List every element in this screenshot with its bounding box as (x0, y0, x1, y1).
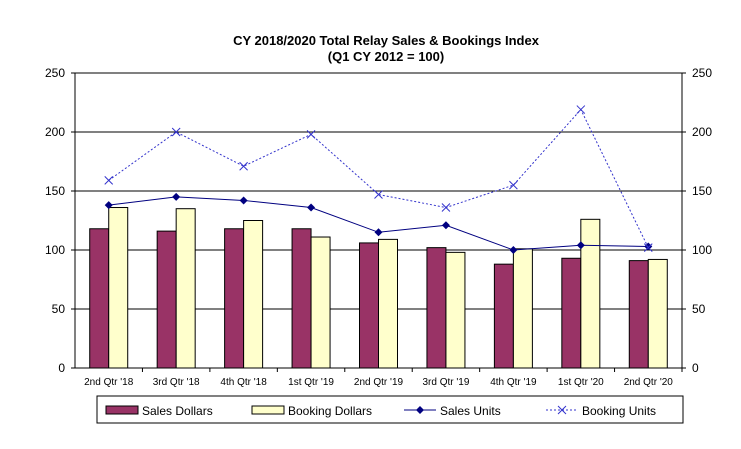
bar-sales-dollars (426, 247, 447, 369)
point-diamond (239, 196, 248, 205)
point-diamond (104, 201, 113, 210)
point-x (374, 190, 383, 199)
bar-booking-dollars (580, 218, 601, 369)
bar-sales-dollars (359, 242, 379, 369)
y-tick-label: 50 (52, 302, 66, 316)
point-x (643, 243, 653, 252)
x-tick-label: 2nd Qtr '20 (624, 377, 674, 388)
x-tick-label: 3rd Qtr '18 (153, 377, 200, 388)
bar-booking-dollars (175, 208, 196, 369)
line-booking-units (108, 108, 649, 248)
bar-sales-dollars (493, 263, 514, 369)
bar-sales-dollars (561, 257, 582, 369)
point-diamond (576, 241, 585, 250)
bar-booking-dollars (243, 220, 264, 369)
legend-swatch (105, 405, 139, 415)
point-diamond (374, 228, 383, 237)
bar-booking-dollars (512, 248, 533, 369)
point-x (441, 203, 451, 212)
y2-tick-label: 200 (692, 125, 712, 139)
bar-sales-dollars (291, 228, 312, 369)
bar-booking-dollars (445, 251, 466, 369)
legend-box (96, 395, 684, 424)
legend-marker-x (557, 405, 567, 415)
legend-label: Booking Dollars (288, 404, 372, 418)
y2-tick-label: 0 (692, 361, 699, 375)
x-tick-label: 1st Qtr '20 (558, 377, 604, 388)
x-tick-label: 1st Qtr '19 (288, 377, 334, 388)
y-tick-label: 0 (58, 361, 65, 375)
point-diamond (172, 192, 181, 201)
y2-tick-label: 100 (692, 243, 712, 257)
bar-booking-dollars (378, 238, 398, 369)
legend-label: Sales Units (440, 404, 501, 418)
point-diamond (644, 242, 653, 251)
legend-swatch (251, 405, 285, 415)
legend-marker-diamond (416, 406, 424, 414)
y-tick-label: 100 (45, 243, 65, 257)
bar-sales-dollars (89, 228, 110, 369)
chart-subtitle: (Q1 CY 2012 = 100) (328, 49, 444, 64)
point-x (576, 105, 586, 114)
point-x (104, 176, 114, 185)
bar-sales-dollars (156, 230, 177, 369)
bar-sales-dollars (628, 260, 649, 369)
x-tick-label: 4th Qtr '19 (490, 377, 537, 388)
point-diamond (307, 203, 316, 212)
bar-booking-dollars (647, 258, 668, 369)
chart-title: CY 2018/2020 Total Relay Sales & Booking… (233, 33, 540, 48)
legend-label: Booking Units (582, 404, 656, 418)
legend-label: Sales Dollars (142, 404, 213, 418)
y-tick-label: 200 (45, 125, 65, 139)
y-tick-label: 150 (45, 184, 65, 198)
x-tick-label: 2nd Qtr '18 (84, 377, 134, 388)
point-diamond (509, 246, 518, 254)
bar-sales-dollars (224, 228, 245, 369)
x-tick-label: 2nd Qtr '19 (354, 377, 404, 388)
y2-tick-label: 150 (692, 184, 712, 198)
x-tick-label: 3rd Qtr '19 (422, 377, 469, 388)
point-x (509, 180, 518, 190)
bar-booking-dollars (310, 236, 331, 369)
y-tick-label: 250 (45, 66, 65, 80)
point-x (239, 161, 248, 171)
point-x (171, 127, 181, 137)
y2-tick-label: 250 (692, 66, 712, 80)
y2-tick-label: 50 (692, 302, 706, 316)
bar-booking-dollars (108, 207, 129, 369)
x-tick-label: 4th Qtr '18 (220, 377, 267, 388)
point-diamond (441, 221, 450, 230)
point-x (306, 130, 316, 139)
